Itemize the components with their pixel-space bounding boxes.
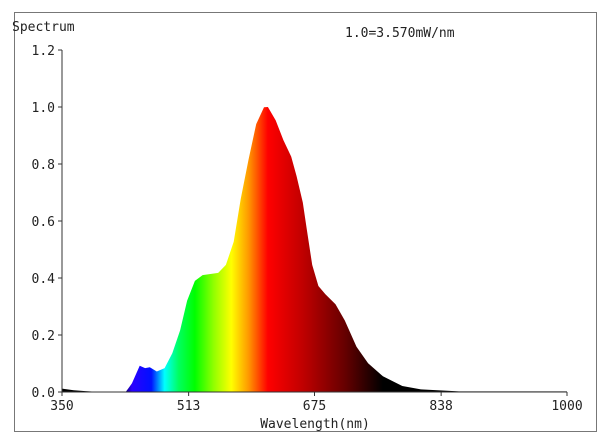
x-tick-label: 838 bbox=[429, 399, 452, 414]
y-tick-label: 1.2 bbox=[32, 44, 55, 59]
chart-frame bbox=[14, 12, 597, 432]
x-axis-label: Wavelength(nm) bbox=[260, 417, 370, 432]
spectrum-area bbox=[62, 107, 567, 392]
x-tick-label: 675 bbox=[303, 399, 326, 414]
x-tick-label: 1000 bbox=[551, 399, 582, 414]
y-tick-label: 0.2 bbox=[32, 329, 55, 344]
y-tick-label: 0.6 bbox=[32, 215, 55, 230]
y-tick-label: 0.4 bbox=[32, 272, 56, 287]
y-tick-label: 0.8 bbox=[32, 158, 55, 173]
x-tick-label: 513 bbox=[177, 399, 200, 414]
y-tick-label: 0.0 bbox=[32, 386, 55, 401]
scale-annotation: 1.0=3.570mW/nm bbox=[345, 26, 455, 41]
x-tick-label: 350 bbox=[50, 399, 73, 414]
y-tick-label: 1.0 bbox=[32, 101, 55, 116]
chart-title: Spectrum bbox=[12, 20, 75, 35]
